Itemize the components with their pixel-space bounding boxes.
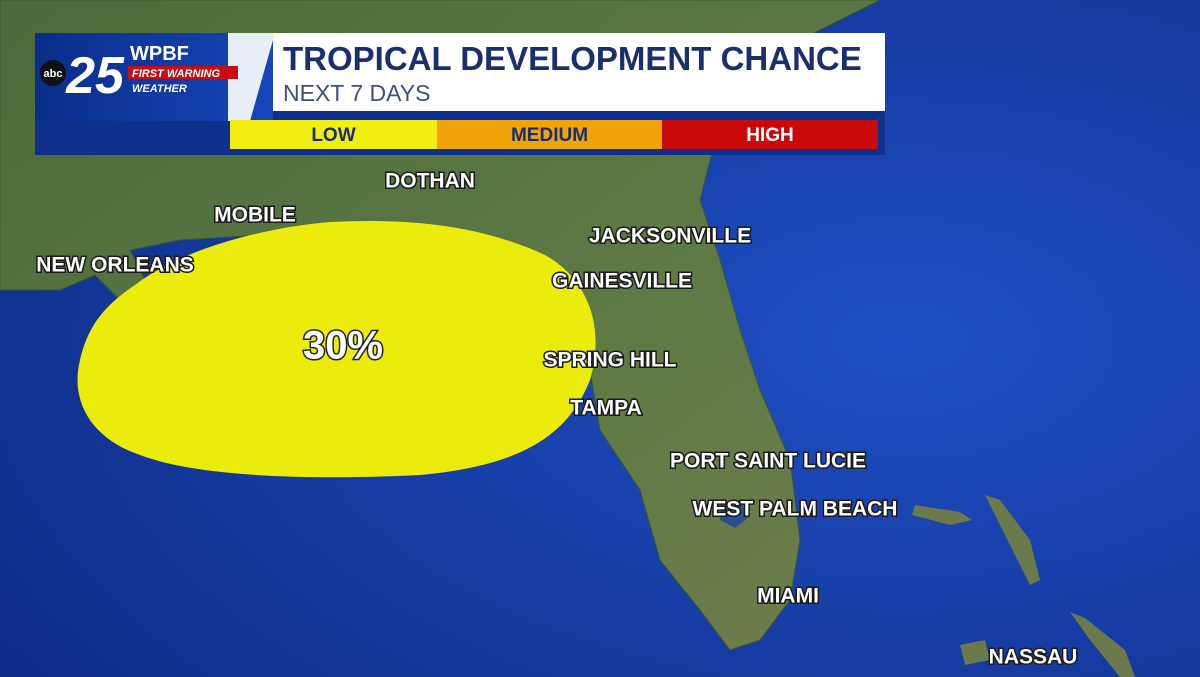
outlook-area — [77, 220, 596, 478]
legend-swatch — [662, 120, 878, 149]
city-label: NEW ORLEANS — [36, 254, 194, 277]
city-label: PORT SAINT LUCIE — [670, 450, 866, 473]
city-label: WEST PALM BEACH — [693, 498, 898, 521]
city-label: DOTHAN — [385, 170, 475, 193]
network-logo: abc — [44, 68, 63, 80]
channel-number: 25 — [65, 47, 125, 105]
outlook-label: 30% — [303, 324, 383, 368]
legend-label: LOW — [311, 125, 355, 146]
city-label: NASSAU — [989, 646, 1078, 669]
city-label: MIAMI — [757, 585, 819, 608]
abc-badge — [40, 60, 66, 86]
header-panel: abc 25 WPBF FIRST WARNING WEATHER TROPIC… — [35, 33, 885, 155]
city-label: SPRING HILL — [543, 349, 676, 372]
city-label: JACKSONVILLE — [589, 225, 751, 248]
station-name: WPBF — [130, 43, 189, 65]
logo-divider — [228, 33, 275, 121]
title: TROPICAL DEVELOPMENT CHANCE — [283, 40, 862, 77]
legend-swatch — [437, 120, 662, 149]
title-box — [270, 33, 885, 111]
tagline-bar — [128, 66, 238, 79]
city-label: GAINESVILLE — [552, 270, 692, 293]
legend-swatch — [230, 120, 437, 149]
legend: LOW MEDIUM HIGH — [230, 120, 878, 149]
bahamas — [912, 495, 1135, 677]
tagline: WEATHER — [132, 83, 187, 95]
lake-okeechobee — [720, 500, 748, 528]
city-labels: DOTHAN MOBILE NEW ORLEANS JACKSONVILLE GAINE… — [35, 168, 1079, 670]
tagline: FIRST WARNING — [132, 68, 220, 80]
city-label: MOBILE — [214, 204, 296, 227]
legend-label: MEDIUM — [511, 125, 588, 146]
subtitle: NEXT 7 DAYS — [283, 80, 430, 106]
city-label: TAMPA — [570, 397, 642, 420]
mainland — [0, 0, 881, 651]
legend-label: HIGH — [746, 125, 794, 146]
